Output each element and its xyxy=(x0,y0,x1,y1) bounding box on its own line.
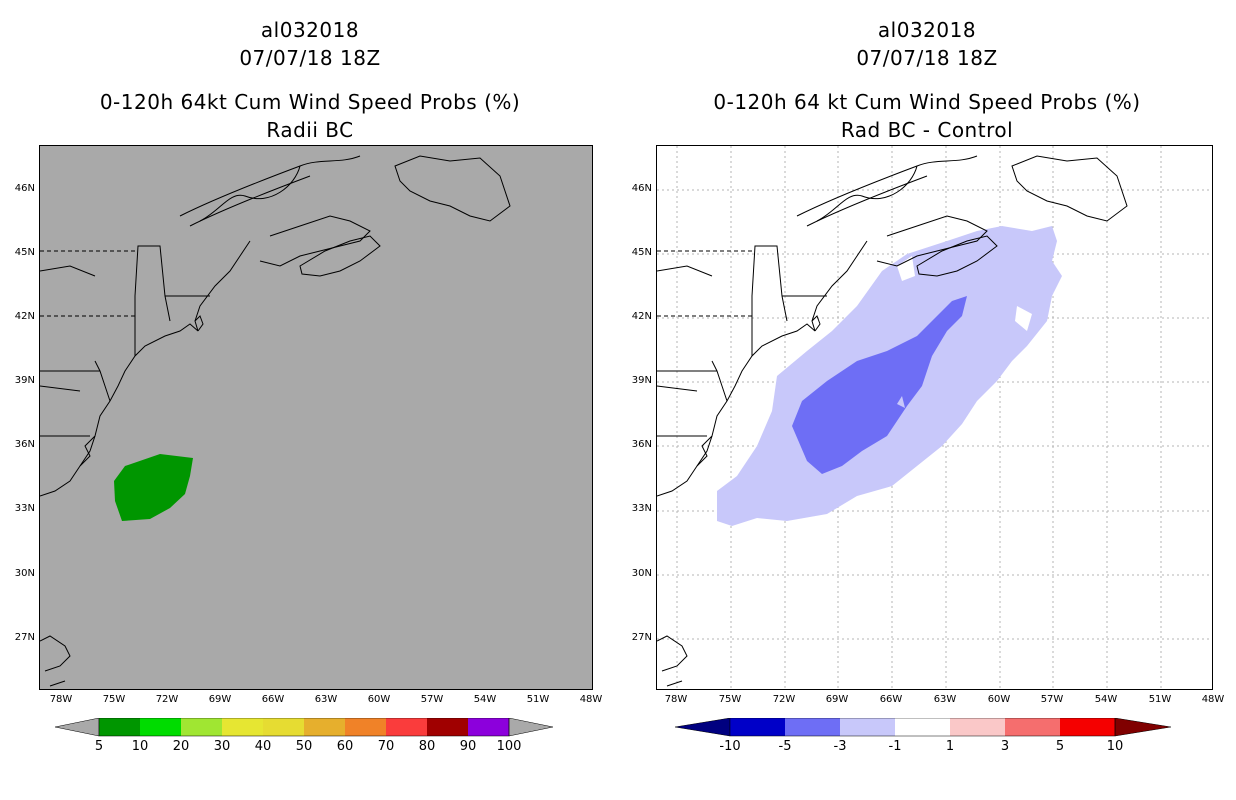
left-colorbar-label: 50 xyxy=(295,739,313,754)
right-colorbar-label: -10 xyxy=(719,739,741,754)
left-colorbar-label: 80 xyxy=(418,739,436,754)
right-map-canvas xyxy=(657,146,1212,689)
right-lon-label: 57W xyxy=(1040,694,1064,705)
right-colorbar-segment xyxy=(895,718,950,736)
left-lon-label: 72W xyxy=(155,694,179,705)
right-colorbar-segment xyxy=(1060,718,1115,736)
left-lon-label: 69W xyxy=(208,694,232,705)
left-storm-id: al032018 xyxy=(260,18,360,42)
right-lon-label: 54W xyxy=(1094,694,1118,705)
left-colorbar-segment xyxy=(468,718,509,736)
left-lon-label: 63W xyxy=(314,694,338,705)
right-lon-label: 48W xyxy=(1201,694,1225,705)
left-lat-label: 39N xyxy=(14,375,35,386)
right-colorbar-label: 3 xyxy=(1000,739,1010,754)
left-coastlines xyxy=(40,155,511,687)
right-lon-label: 60W xyxy=(987,694,1011,705)
left-colorbar-label: 30 xyxy=(213,739,231,754)
left-subtitle: Radii BC xyxy=(266,118,354,142)
right-datetime: 07/07/18 18Z xyxy=(856,46,998,70)
right-lon-label: 66W xyxy=(879,694,903,705)
right-lon-label: 51W xyxy=(1148,694,1172,705)
right-colorbar-label: -5 xyxy=(778,739,792,754)
right-colorbar-label: -3 xyxy=(833,739,847,754)
left-colorbar-segment xyxy=(140,718,181,736)
left-colorbar-label: 20 xyxy=(172,739,190,754)
left-lon-label: 54W xyxy=(473,694,497,705)
left-colorbar xyxy=(55,718,554,737)
left-colorbar-low-arrow xyxy=(55,718,100,737)
left-colorbar-segment xyxy=(345,718,386,736)
left-colorbar-label: 40 xyxy=(254,739,272,754)
right-colorbar-label: 1 xyxy=(945,739,955,754)
left-lat-label: 27N xyxy=(14,632,35,643)
left-lon-label: 57W xyxy=(420,694,444,705)
right-colorbar-segment xyxy=(950,718,1005,736)
right-colorbar-segment xyxy=(840,718,895,736)
left-map xyxy=(39,145,593,690)
left-lon-label: 60W xyxy=(367,694,391,705)
right-storm-id: al032018 xyxy=(877,18,977,42)
left-lat-label: 33N xyxy=(14,503,35,514)
right-colorbar-label: 5 xyxy=(1055,739,1065,754)
left-lon-label: 66W xyxy=(261,694,285,705)
left-colorbar-segment xyxy=(263,718,304,736)
left-lon-label: 51W xyxy=(526,694,550,705)
left-colorbar-label: 5 xyxy=(94,739,104,754)
right-colorbar-high-arrow xyxy=(1114,718,1172,737)
right-lat-label: 30N xyxy=(631,568,652,579)
right-colorbar-low-arrow xyxy=(675,718,731,737)
right-lat-label: 45N xyxy=(631,247,652,258)
right-colorbar-label: 10 xyxy=(1106,739,1124,754)
left-lon-label: 78W xyxy=(49,694,73,705)
wind-prob-area xyxy=(114,454,193,521)
left-colorbar-segment xyxy=(427,718,468,736)
negative-diff-area-mid xyxy=(792,296,967,474)
right-colorbar-label: -1 xyxy=(888,739,902,754)
left-map-canvas xyxy=(40,155,511,687)
right-colorbar-segment xyxy=(785,718,840,736)
right-lon-label: 72W xyxy=(772,694,796,705)
right-lat-label: 33N xyxy=(631,503,652,514)
right-lat-label: 46N xyxy=(631,183,652,194)
right-title: 0-120h 64 kt Cum Wind Speed Probs (%) xyxy=(713,90,1141,114)
right-lon-label: 69W xyxy=(825,694,849,705)
left-colorbar-high-arrow xyxy=(508,718,554,737)
left-lon-label: 75W xyxy=(102,694,126,705)
right-lat-label: 36N xyxy=(631,439,652,450)
left-colorbar-label: 90 xyxy=(459,739,477,754)
left-colorbar-segment xyxy=(386,718,427,736)
left-colorbar-segment xyxy=(99,718,140,736)
left-colorbar-label: 70 xyxy=(377,739,395,754)
right-map xyxy=(656,145,1213,690)
left-lat-label: 30N xyxy=(14,568,35,579)
left-lat-label: 42N xyxy=(14,311,35,322)
left-lat-label: 36N xyxy=(14,439,35,450)
right-subtitle: Rad BC - Control xyxy=(840,118,1014,142)
right-colorbar-segment xyxy=(730,718,785,736)
left-title: 0-120h 64kt Cum Wind Speed Probs (%) xyxy=(99,90,521,114)
left-lon-label: 48W xyxy=(579,694,603,705)
right-lat-label: 27N xyxy=(631,632,652,643)
right-lat-label: 42N xyxy=(631,311,652,322)
right-colorbar xyxy=(675,718,1172,737)
left-colorbar-label: 60 xyxy=(336,739,354,754)
left-colorbar-segment xyxy=(222,718,263,736)
left-lat-label: 45N xyxy=(14,247,35,258)
left-colorbar-segment xyxy=(304,718,345,736)
left-colorbar-label: 10 xyxy=(131,739,149,754)
right-lon-label: 78W xyxy=(664,694,688,705)
right-lon-label: 63W xyxy=(933,694,957,705)
right-lon-label: 75W xyxy=(718,694,742,705)
left-datetime: 07/07/18 18Z xyxy=(239,46,381,70)
left-colorbar-label: 100 xyxy=(496,739,522,754)
left-colorbar-segment xyxy=(181,718,222,736)
left-lat-label: 46N xyxy=(14,183,35,194)
right-lat-label: 39N xyxy=(631,375,652,386)
right-colorbar-segment xyxy=(1005,718,1060,736)
right-coastlines xyxy=(657,155,1128,687)
